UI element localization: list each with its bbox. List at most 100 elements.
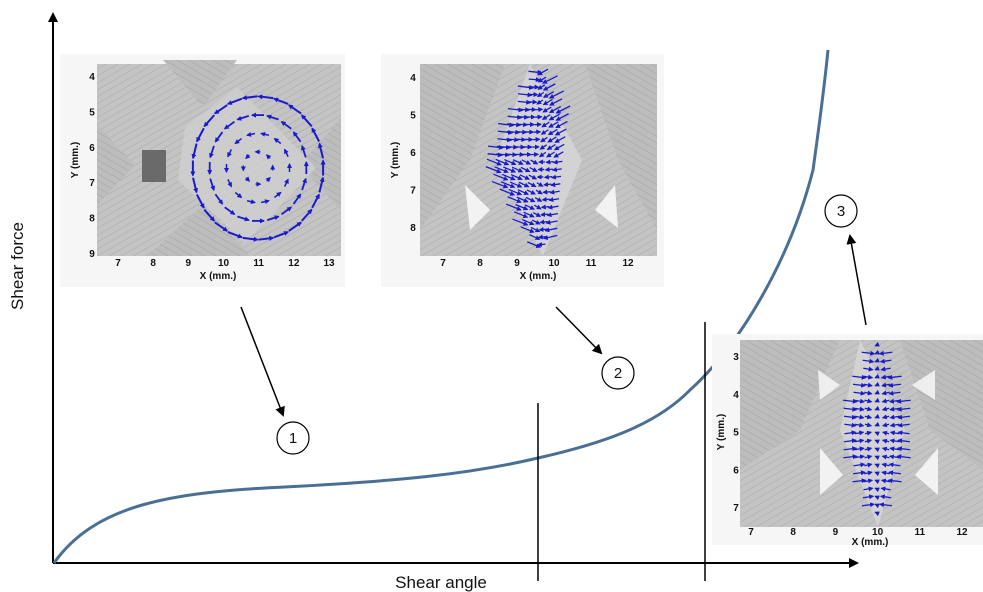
- vector-arrow: [494, 166, 509, 174]
- vector-arrow: [878, 502, 893, 508]
- inset-x-tick-label: 10: [548, 258, 560, 269]
- vector-arrow: [881, 422, 890, 428]
- vector-arrow: [265, 176, 271, 183]
- vector-arrow: [214, 104, 228, 115]
- inset-3-y-axis-label: Y (mm.): [716, 414, 727, 451]
- vector-arrow: [881, 398, 890, 404]
- vector-arrow: [878, 350, 893, 356]
- vector-arrow: [507, 114, 523, 120]
- vector-arrow: [843, 406, 858, 412]
- vector-arrow: [214, 193, 224, 205]
- vector-arrow: [532, 212, 542, 217]
- vector-arrow: [234, 191, 243, 199]
- inset-x-tick-label: 9: [833, 527, 839, 538]
- inset-1-y-axis-label: Y (mm.): [70, 142, 81, 179]
- inset-y-tick-label: 7: [410, 186, 416, 197]
- stage-marker-1: 1: [276, 421, 310, 455]
- vector-arrow: [864, 390, 873, 396]
- vector-arrow: [300, 144, 307, 158]
- vector-arrow: [548, 113, 560, 121]
- vector-arrow: [519, 174, 530, 180]
- vector-arrow: [521, 159, 532, 165]
- vector-arrow: [874, 463, 880, 469]
- vector-arrow: [874, 487, 880, 493]
- inset-x-tick-label: 7: [440, 258, 446, 269]
- vector-arrow: [265, 154, 272, 160]
- vector-arrow: [555, 105, 571, 114]
- vector-arrow: [245, 153, 251, 160]
- vector-arrow: [863, 382, 873, 388]
- vector-arrow: [283, 148, 289, 157]
- vector-arrow: [874, 495, 880, 501]
- vector-arrow: [864, 462, 873, 468]
- vector-arrow: [499, 188, 516, 196]
- inset-x-tick-label: 12: [288, 258, 300, 269]
- vector-arrow: [195, 127, 205, 143]
- vector-arrow: [515, 203, 529, 211]
- inset-x-tick-label: 9: [514, 258, 520, 269]
- vector-arrow: [311, 127, 321, 142]
- vector-arrow: [543, 181, 552, 187]
- vector-arrow: [283, 178, 289, 187]
- inset-y-tick-label: 5: [733, 428, 739, 439]
- vector-arrow: [523, 211, 535, 218]
- vector-arrow: [517, 189, 530, 195]
- vector-arrow: [554, 136, 566, 143]
- vector-arrow: [530, 159, 539, 165]
- vector-arrow: [226, 97, 243, 105]
- vector-arrow: [530, 226, 541, 233]
- vector-arrow: [543, 174, 553, 180]
- inset-2-y-axis-label: Y (mm.): [390, 142, 401, 179]
- inset-y-tick-label: 6: [410, 148, 416, 159]
- vector-arrow: [864, 414, 873, 420]
- vector-arrow: [874, 511, 880, 517]
- stage-number-3: 3: [837, 203, 845, 220]
- vector-arrow: [864, 422, 873, 428]
- vector-arrow: [874, 471, 880, 477]
- vector-arrow: [493, 173, 509, 181]
- vector-arrow: [864, 454, 873, 460]
- vector-arrow: [241, 95, 258, 101]
- vector-arrow: [531, 219, 541, 225]
- vector-arrow: [896, 406, 911, 412]
- inset-x-tick-label: 11: [915, 527, 926, 538]
- vector-arrow: [522, 218, 535, 226]
- vector-arrow: [540, 204, 550, 210]
- vector-arrow: [528, 174, 538, 180]
- vector-arrow: [512, 159, 524, 165]
- inset-y-tick-label: 7: [733, 503, 739, 514]
- inset-y-tick-label: 5: [89, 107, 95, 118]
- vector-arrow: [853, 398, 866, 404]
- vector-arrow: [874, 357, 880, 363]
- vector-arrow: [874, 455, 880, 461]
- vector-arrow: [513, 211, 529, 219]
- inset-x-tick-label: 10: [872, 527, 884, 538]
- vector-arrow: [548, 105, 562, 114]
- vector-arrow: [514, 144, 526, 150]
- inset-1-ticks: 7 8 9 10 11 12 13 4 5 6 7 8 9: [89, 72, 335, 269]
- vector-arrow: [227, 149, 233, 158]
- inset-2-x-axis-label: X (mm.): [520, 271, 557, 282]
- vector-arrow: [863, 374, 874, 380]
- vector-arrow: [896, 454, 911, 460]
- stage-marker-2: 2: [601, 356, 635, 390]
- vector-arrow: [553, 151, 564, 158]
- vector-arrow: [486, 158, 502, 166]
- vector-arrow: [227, 231, 243, 239]
- vector-arrow: [550, 182, 561, 188]
- vector-arrow: [511, 166, 524, 173]
- vector-arrow: [864, 470, 873, 476]
- vector-arrow: [853, 454, 866, 460]
- vector-arrow: [541, 114, 551, 120]
- vector-arrow: [528, 84, 540, 90]
- inset-y-tick-label: 4: [89, 72, 95, 83]
- vector-arrow: [503, 166, 517, 173]
- vector-arrow: [497, 129, 514, 135]
- vector-arrow: [509, 181, 523, 188]
- vector-arrow: [554, 128, 567, 136]
- vector-arrow: [517, 84, 535, 90]
- vector-arrow: [854, 430, 865, 436]
- vector-arrow: [287, 104, 302, 115]
- inset-2-vector-field: [485, 68, 571, 248]
- inset-1-x-axis-label: X (mm.): [200, 271, 237, 282]
